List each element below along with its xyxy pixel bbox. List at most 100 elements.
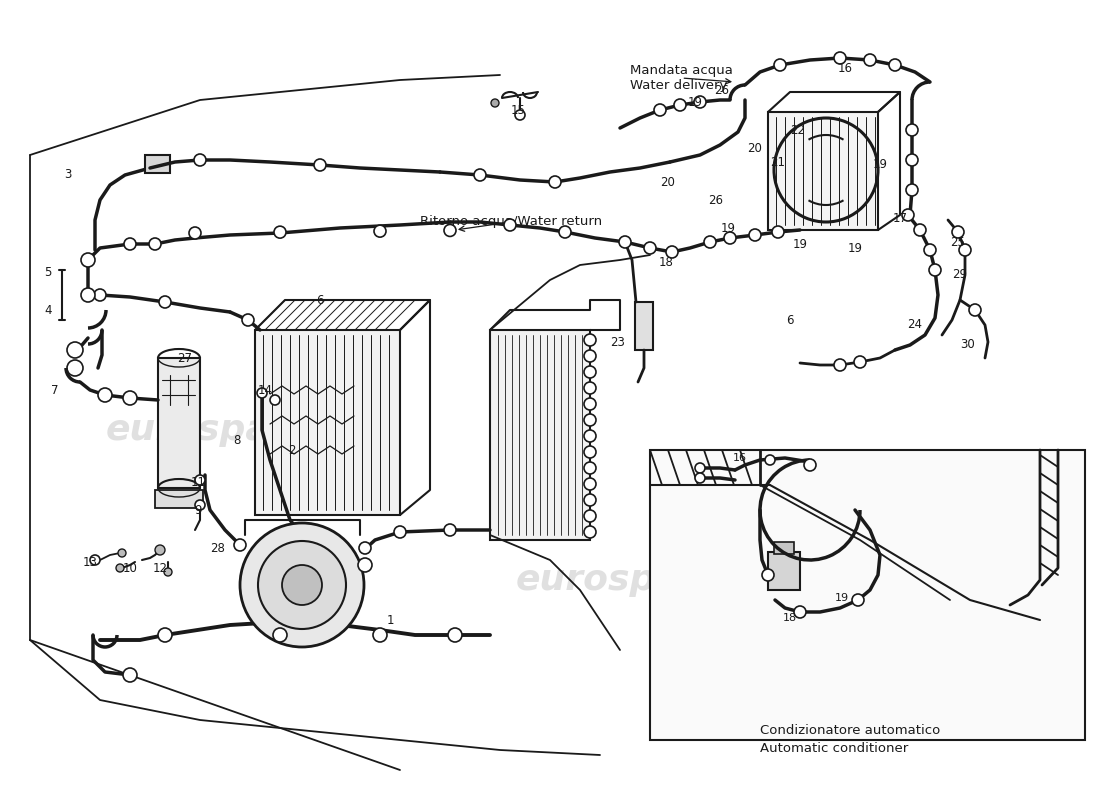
Circle shape <box>358 558 372 572</box>
Circle shape <box>195 500 205 510</box>
Circle shape <box>584 494 596 506</box>
Bar <box>768 552 800 590</box>
Bar <box>490 330 590 540</box>
Circle shape <box>67 360 82 376</box>
Circle shape <box>194 154 206 166</box>
Bar <box>145 155 170 173</box>
Circle shape <box>124 238 136 250</box>
Text: eurospares: eurospares <box>516 563 745 597</box>
Circle shape <box>959 244 971 256</box>
Text: 9: 9 <box>195 503 201 517</box>
Text: 19: 19 <box>720 222 736 234</box>
Circle shape <box>774 59 786 71</box>
Circle shape <box>282 565 322 605</box>
Circle shape <box>474 169 486 181</box>
Circle shape <box>273 628 287 642</box>
Circle shape <box>515 110 525 120</box>
Circle shape <box>118 549 127 557</box>
Text: 25: 25 <box>950 235 966 249</box>
Text: 13: 13 <box>82 555 98 569</box>
Circle shape <box>94 289 106 301</box>
Circle shape <box>195 475 205 485</box>
Bar <box>650 450 1085 740</box>
Circle shape <box>444 524 456 536</box>
Circle shape <box>906 154 918 166</box>
Text: 11: 11 <box>190 475 206 489</box>
Circle shape <box>694 96 706 108</box>
Text: 23: 23 <box>610 335 626 349</box>
Text: 20: 20 <box>661 175 675 189</box>
Circle shape <box>924 244 936 256</box>
Circle shape <box>772 226 784 238</box>
Text: Condizionatore automatico: Condizionatore automatico <box>760 723 940 737</box>
Circle shape <box>584 382 596 394</box>
Circle shape <box>584 526 596 538</box>
Circle shape <box>164 568 172 576</box>
Text: 18: 18 <box>659 255 673 269</box>
Circle shape <box>762 569 774 581</box>
Circle shape <box>584 398 596 410</box>
Bar <box>768 112 878 230</box>
Text: 16: 16 <box>837 62 852 74</box>
Circle shape <box>158 628 172 642</box>
Circle shape <box>902 209 914 221</box>
Text: 27: 27 <box>177 351 192 365</box>
Circle shape <box>666 246 678 258</box>
Circle shape <box>373 628 387 642</box>
Circle shape <box>374 225 386 237</box>
Text: 8: 8 <box>233 434 241 446</box>
Text: 28: 28 <box>210 542 225 554</box>
Text: 17: 17 <box>892 211 907 225</box>
Text: 19: 19 <box>792 238 807 251</box>
Text: 16: 16 <box>733 453 747 463</box>
Text: 30: 30 <box>960 338 976 351</box>
Circle shape <box>584 430 596 442</box>
Circle shape <box>116 564 124 572</box>
Bar <box>255 330 400 515</box>
Circle shape <box>98 388 112 402</box>
Circle shape <box>234 539 246 551</box>
Circle shape <box>584 366 596 378</box>
Text: 15: 15 <box>510 103 526 117</box>
Circle shape <box>584 334 596 346</box>
Text: 19: 19 <box>835 593 849 603</box>
Bar <box>635 302 653 350</box>
Circle shape <box>314 159 326 171</box>
Circle shape <box>584 446 596 458</box>
Circle shape <box>864 54 876 66</box>
Text: 7: 7 <box>52 383 58 397</box>
Bar <box>155 490 204 508</box>
Text: 10: 10 <box>122 562 138 574</box>
Text: 22: 22 <box>791 123 805 137</box>
Text: 20: 20 <box>748 142 762 154</box>
Circle shape <box>240 523 364 647</box>
Text: 14: 14 <box>257 383 273 397</box>
Circle shape <box>674 99 686 111</box>
Circle shape <box>189 227 201 239</box>
Circle shape <box>491 99 499 107</box>
Circle shape <box>394 526 406 538</box>
Circle shape <box>619 236 631 248</box>
Text: 6: 6 <box>786 314 794 326</box>
Text: 19: 19 <box>847 242 862 254</box>
Circle shape <box>889 59 901 71</box>
Circle shape <box>644 242 656 254</box>
Circle shape <box>444 225 456 237</box>
Text: 6: 6 <box>317 294 323 306</box>
Circle shape <box>704 236 716 248</box>
Text: eurospares: eurospares <box>106 413 334 447</box>
Text: 5: 5 <box>44 266 52 279</box>
Text: 1: 1 <box>386 614 394 626</box>
Circle shape <box>852 594 864 606</box>
Circle shape <box>123 391 138 405</box>
Text: 19: 19 <box>688 95 703 109</box>
Text: 19: 19 <box>872 158 888 171</box>
Circle shape <box>90 555 100 565</box>
Circle shape <box>81 253 95 267</box>
Circle shape <box>584 350 596 362</box>
Text: Ritorno acqua/Water return: Ritorno acqua/Water return <box>420 215 602 231</box>
Circle shape <box>834 359 846 371</box>
Circle shape <box>257 388 267 398</box>
Circle shape <box>67 342 82 358</box>
Circle shape <box>123 668 138 682</box>
